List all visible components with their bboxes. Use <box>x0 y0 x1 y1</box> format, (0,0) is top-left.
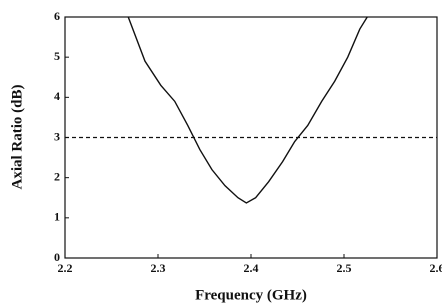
chart: Frequency (GHz) Axial Ratio (dB) 0123456… <box>0 0 442 304</box>
data-line <box>128 17 367 203</box>
y-tick-label: 3 <box>54 129 60 143</box>
y-tick-label: 2 <box>54 169 60 183</box>
y-tick-label: 6 <box>54 9 60 23</box>
x-axis-title: Frequency (GHz) <box>195 287 307 303</box>
x-tick-label: 2.6 <box>430 261 442 275</box>
x-tick-label: 2.4 <box>244 261 259 275</box>
x-tick-label: 2.5 <box>337 261 352 275</box>
y-tick-label: 4 <box>54 89 60 103</box>
x-tick-label: 2.2 <box>58 261 73 275</box>
y-tick-label: 1 <box>54 210 60 224</box>
y-axis-title: Axial Ratio (dB) <box>9 84 25 189</box>
x-tick-label: 2.3 <box>151 261 166 275</box>
y-tick-label: 5 <box>54 49 60 63</box>
